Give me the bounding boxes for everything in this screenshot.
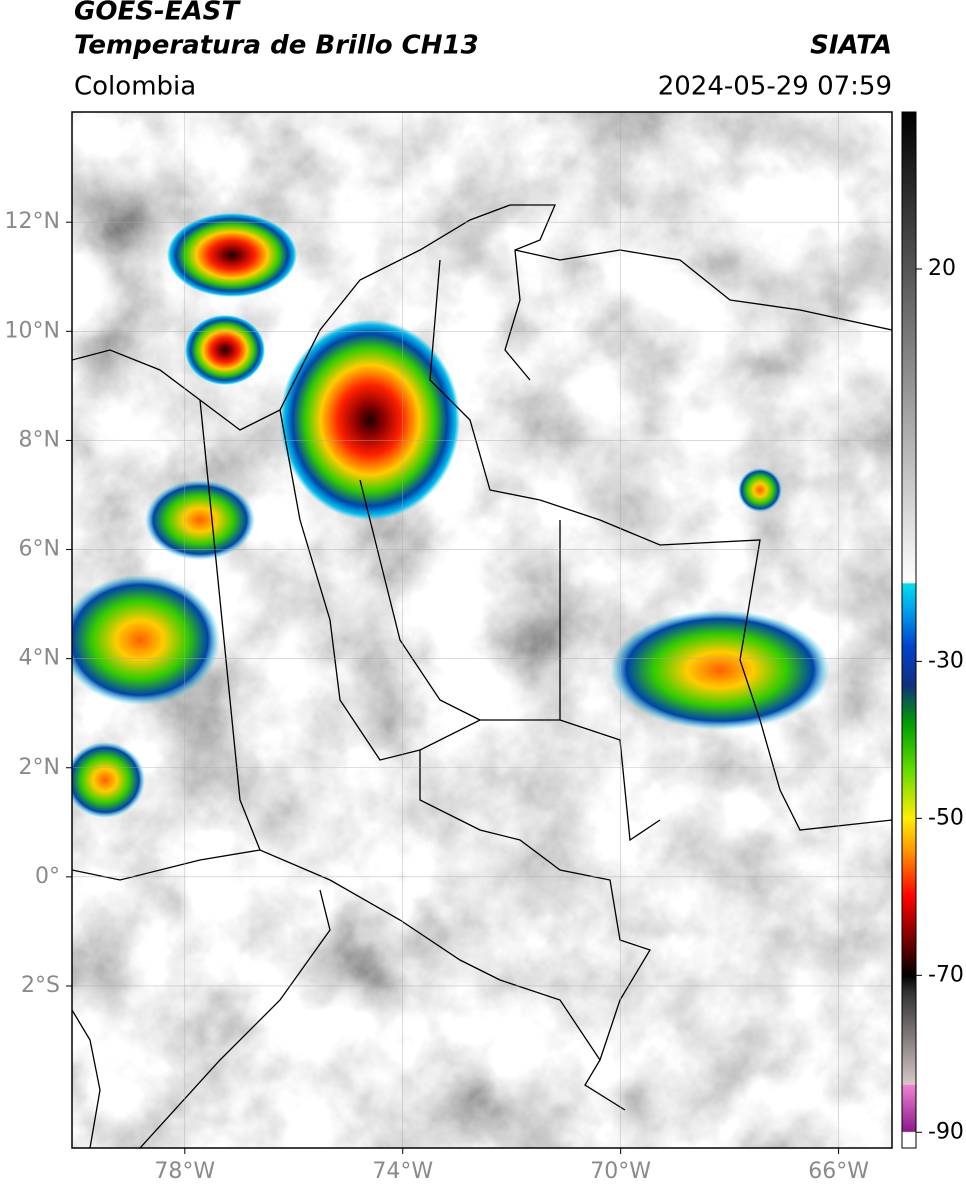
colorbar-tick-label: -30 (928, 648, 964, 673)
title: GOES-EAST (74, 0, 241, 27)
y-tick-label: 4°N (19, 646, 60, 671)
x-tick-label: 70°W (590, 1159, 651, 1184)
map-image (72, 112, 892, 1148)
y-tick-label: 2°S (21, 973, 60, 998)
storm-cell (145, 480, 255, 560)
borders (72, 204, 892, 1148)
storm-cell (72, 575, 220, 705)
y-tick-label: 12°N (5, 209, 60, 234)
x-tick-label: 78°W (154, 1159, 215, 1184)
colorbar (901, 111, 917, 1149)
region: Colombia (74, 72, 196, 102)
storm-cell (72, 742, 145, 818)
y-tick-label: 2°N (19, 755, 60, 780)
storm-cell (185, 315, 265, 385)
x-tick-label: 66°W (808, 1159, 869, 1184)
map-frame (71, 111, 893, 1149)
y-tick-label: 8°N (19, 427, 60, 452)
colorbar-tick-label: -90 (928, 1119, 964, 1144)
storm-cell (167, 213, 297, 297)
x-tick-label: 74°W (372, 1159, 433, 1184)
storm-cell (738, 468, 782, 512)
colorbar-tick-label: 20 (928, 256, 956, 281)
colorbar-tick-label: -70 (928, 962, 964, 987)
source: SIATA (810, 31, 892, 61)
datetime: 2024-05-29 07:59 (658, 72, 892, 102)
storm-cell (610, 610, 830, 730)
colorbar-tick-label: -50 (928, 805, 964, 830)
storm-cell (280, 320, 460, 520)
y-tick-label: 10°N (5, 318, 60, 343)
subtitle: Temperatura de Brillo CH13 (74, 31, 479, 61)
grid (72, 112, 892, 1148)
y-tick-label: 0° (35, 864, 60, 889)
y-tick-label: 6°N (19, 537, 60, 562)
